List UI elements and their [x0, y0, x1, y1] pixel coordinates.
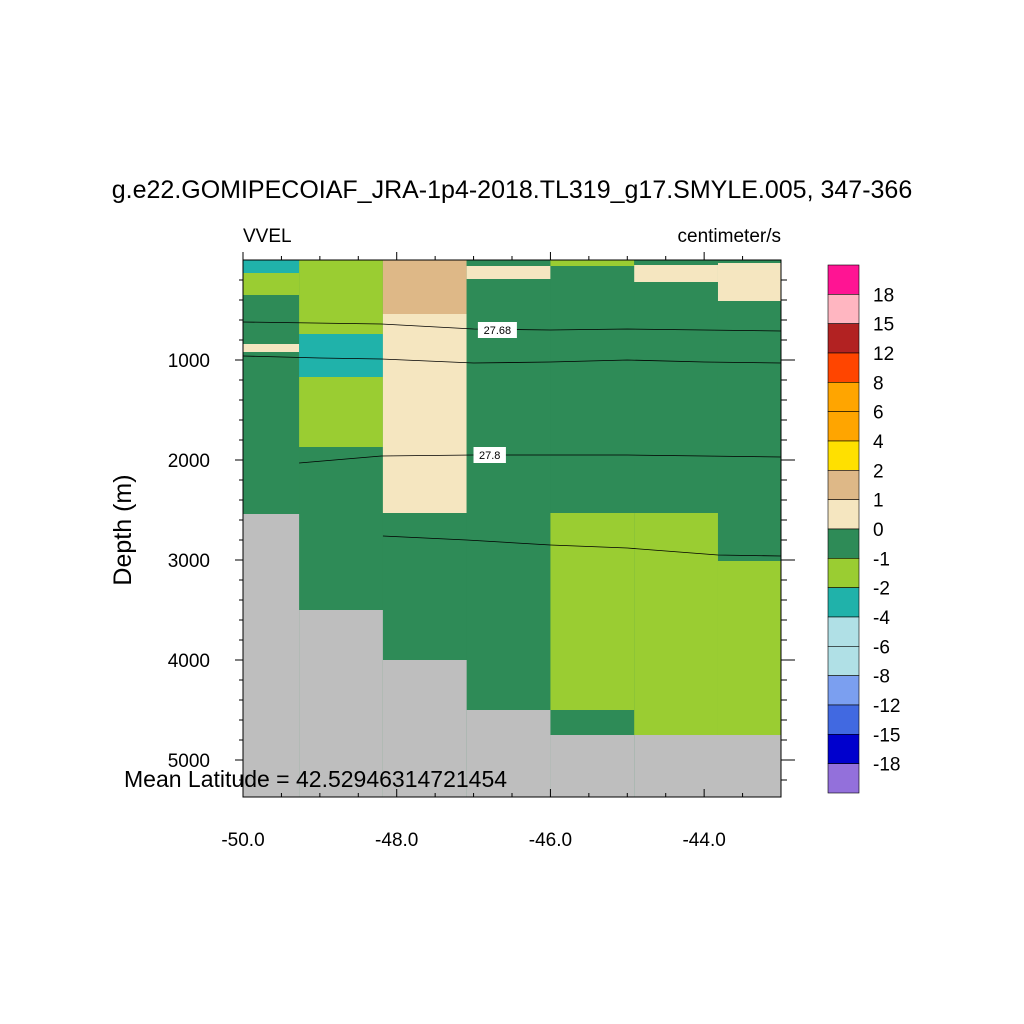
- contour-label-0: 27.68: [484, 325, 512, 337]
- colorbar-label-14: -12: [873, 696, 900, 717]
- contour-line-0: [242, 321, 782, 332]
- data-cell-8: [299, 447, 383, 610]
- colorbar-label-0: 18: [873, 285, 894, 306]
- colorbar-label-5: 4: [873, 432, 884, 453]
- contour-line-2: [299, 454, 782, 464]
- data-cell-1: [243, 273, 300, 295]
- colorbar-swatch-6: [827, 440, 860, 471]
- contour-label-box-1: [473, 447, 506, 463]
- data-cell-20: [634, 265, 718, 282]
- land-mask-4: [550, 735, 635, 797]
- colorbar-swatch-4: [827, 382, 860, 412]
- colorbar-label-15: -15: [873, 725, 900, 746]
- data-cell-14: [466, 279, 551, 710]
- y-tick-label-4: 5000: [168, 751, 210, 772]
- colorbar-label-7: 1: [873, 491, 884, 512]
- colorbar-label-13: -8: [873, 667, 890, 688]
- data-cell-22: [634, 513, 718, 735]
- contour-label-box-0: [477, 322, 517, 338]
- data-cell-25: [717, 301, 781, 561]
- data-cell-26: [717, 561, 781, 735]
- data-cell-7: [299, 377, 383, 447]
- data-cell-13: [466, 266, 551, 279]
- colorbar-label-16: -18: [873, 755, 900, 776]
- colorbar-swatch-11: [827, 587, 860, 618]
- data-cell-9: [382, 260, 467, 314]
- colorbar-label-8: 0: [873, 520, 884, 541]
- colorbar-swatch-5: [827, 411, 860, 442]
- x-tick-label-0: -50.0: [221, 830, 264, 851]
- data-cell-2: [243, 295, 300, 344]
- colorbar-label-12: -6: [873, 637, 890, 658]
- data-cell-0: [243, 260, 300, 273]
- data-cell-19: [634, 260, 718, 265]
- colorbar-swatch-7: [827, 470, 860, 500]
- colorbar-swatch-8: [827, 499, 860, 530]
- y-tick-label-2: 3000: [168, 551, 210, 572]
- chart-title: g.e22.GOMIPECOIAF_JRA-1p4-2018.TL319_g17…: [112, 176, 912, 204]
- colorbar-label-11: -4: [873, 608, 890, 629]
- colorbar-swatch-3: [827, 352, 860, 383]
- colorbar-swatch-15: [827, 704, 860, 735]
- land-mask-0: [243, 514, 300, 797]
- colorbar-swatch-16: [827, 734, 860, 764]
- colorbar-label-9: -1: [873, 549, 890, 570]
- data-cell-23: [717, 260, 781, 263]
- land-mask-1: [299, 610, 383, 797]
- colorbar-label-2: 12: [873, 344, 894, 365]
- colorbar-label-1: 15: [873, 315, 894, 336]
- data-cell-11: [382, 513, 467, 660]
- land-mask-2: [382, 660, 467, 797]
- variable-label: VVEL: [243, 226, 292, 247]
- axes: -50.0 -48.0 -46.0 -44.0 1000 2000 3000 4000 5000: [168, 252, 795, 851]
- plot-area: [243, 260, 781, 797]
- colorbar-swatch-0: [827, 264, 860, 295]
- data-cell-6: [299, 334, 383, 377]
- colorbar-swatch-14: [827, 675, 860, 706]
- mean-latitude-label: Mean Latitude = 42.52946314721454: [124, 766, 507, 792]
- y-axis-label: Depth (m): [109, 474, 137, 585]
- data-cell-5: [299, 260, 383, 334]
- colorbar-label-4: 6: [873, 403, 884, 424]
- y-tick-label-3: 4000: [168, 651, 210, 672]
- y-tick-label-1: 2000: [168, 451, 210, 472]
- contour-line-1: [242, 355, 782, 364]
- x-tick-label-3: -44.0: [682, 830, 725, 851]
- colorbar-swatch-9: [827, 528, 860, 559]
- data-cell-12: [466, 260, 551, 266]
- colorbar-swatch-2: [827, 323, 860, 354]
- colorbar-swatch-13: [827, 646, 860, 676]
- contour-line-3: [382, 535, 782, 557]
- colorbar-swatch-12: [827, 616, 860, 647]
- data-cell-4: [243, 352, 300, 514]
- x-tick-label-2: -46.0: [529, 830, 572, 851]
- colorbar: 18 15 12 8 6 4 2 1 0 -1 -2 -4 -6 -8 -12 -15 -18: [827, 264, 900, 794]
- data-cell-16: [550, 266, 635, 513]
- contour-label-1: 27.8: [479, 450, 500, 462]
- colorbar-swatch-10: [827, 558, 860, 588]
- data-cell-18: [550, 710, 635, 735]
- y-tick-label-0: 1000: [168, 351, 210, 372]
- colorbar-swatch-1: [827, 294, 860, 324]
- colorbar-label-3: 8: [873, 373, 884, 394]
- colorbar-label-6: 2: [873, 461, 884, 482]
- colorbar-label-10: -2: [873, 579, 890, 600]
- x-tick-label-1: -48.0: [375, 830, 418, 851]
- density-contours: 27.68 27.8: [242, 321, 782, 557]
- data-cell-17: [550, 513, 635, 710]
- data-cell-10: [382, 314, 467, 513]
- data-cell-21: [634, 282, 718, 513]
- data-cell-3: [243, 344, 300, 352]
- data-cell-15: [550, 260, 635, 266]
- data-cell-24: [717, 263, 781, 301]
- colorbar-swatch-17: [827, 763, 860, 794]
- land-mask-3: [466, 710, 551, 797]
- land-mask-5: [634, 735, 781, 797]
- units-label: centimeter/s: [678, 226, 781, 247]
